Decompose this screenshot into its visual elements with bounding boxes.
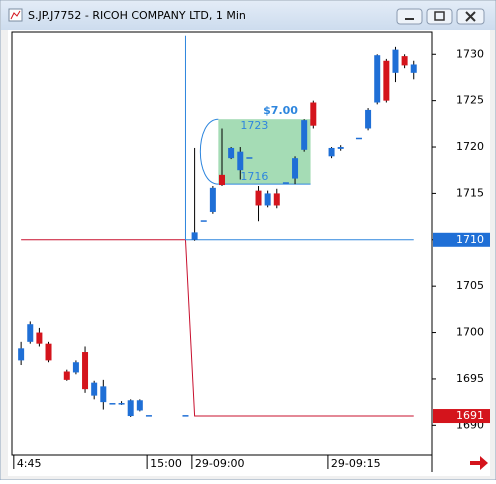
candle-body [273,193,280,206]
level-line [184,35,414,241]
x-tick-label: 29-09:15 [331,457,381,470]
candle-body [109,403,116,405]
window-title: S.JP.J7752 - RICOH COMPANY LTD, 1 Min [28,9,246,22]
price-tag [433,409,490,424]
y-tick-label: 1720 [456,140,484,153]
candle-body [255,190,262,206]
candle-body [237,151,244,171]
candle-body [82,352,89,390]
candle-body [355,137,362,140]
candle-body [182,415,189,417]
candle-body [45,343,52,361]
x-tick-label: 29-09:00 [195,457,245,470]
range-low-label: 1716 [240,170,268,183]
range-size-label: $7.00 [263,104,298,117]
candle-body [72,362,79,373]
y-tick-label: 1700 [456,326,484,339]
candle-body [191,232,198,240]
y-tick-label: 1730 [456,47,484,60]
candle-body [328,147,335,157]
scroll-arrow[interactable] [470,456,488,470]
candle-body [145,415,152,417]
candle-body [136,400,143,411]
candle-body [228,147,235,159]
candle-body [383,60,390,101]
close-button[interactable] [456,8,485,25]
candle-body [301,120,308,150]
candle-body [18,348,25,361]
candle-body [292,158,299,179]
candle-body [219,174,225,186]
candle-body [365,109,372,129]
range-high-label: 1723 [240,119,268,132]
candle-body [410,64,417,73]
candle-body [36,332,43,344]
candle-body [392,49,399,73]
x-tick-label: 4:45 [17,457,42,470]
range-arc [199,118,219,185]
y-tick-label: 1695 [456,372,484,385]
y-tick-label: 1725 [456,94,484,107]
candle-body [63,371,70,380]
candle-body [264,193,271,206]
candle-body [246,157,253,159]
minimize-button[interactable] [396,8,423,25]
y-tick-label: 1715 [456,186,484,199]
candle-body [100,386,107,403]
candle-body [337,147,344,149]
candle-body [282,182,289,184]
y-tick-label: 1705 [456,279,484,292]
candle-body [401,56,408,66]
plot-area [11,31,433,456]
price-tag-label: 1691 [456,409,484,422]
price-tag-label: 1710 [456,233,484,246]
level-line [21,239,414,417]
candle-body [209,187,216,212]
x-tick-label: 15:00 [150,457,182,470]
price-tag [433,232,490,247]
candle-body [27,324,34,342]
candle-body [200,220,207,222]
candle-body [91,382,98,396]
candle-body [310,102,317,126]
app-icon [8,8,23,22]
candle-body [127,400,134,417]
maximize-button[interactable] [426,8,453,25]
candle-body [374,55,381,103]
candle-body [118,403,125,405]
